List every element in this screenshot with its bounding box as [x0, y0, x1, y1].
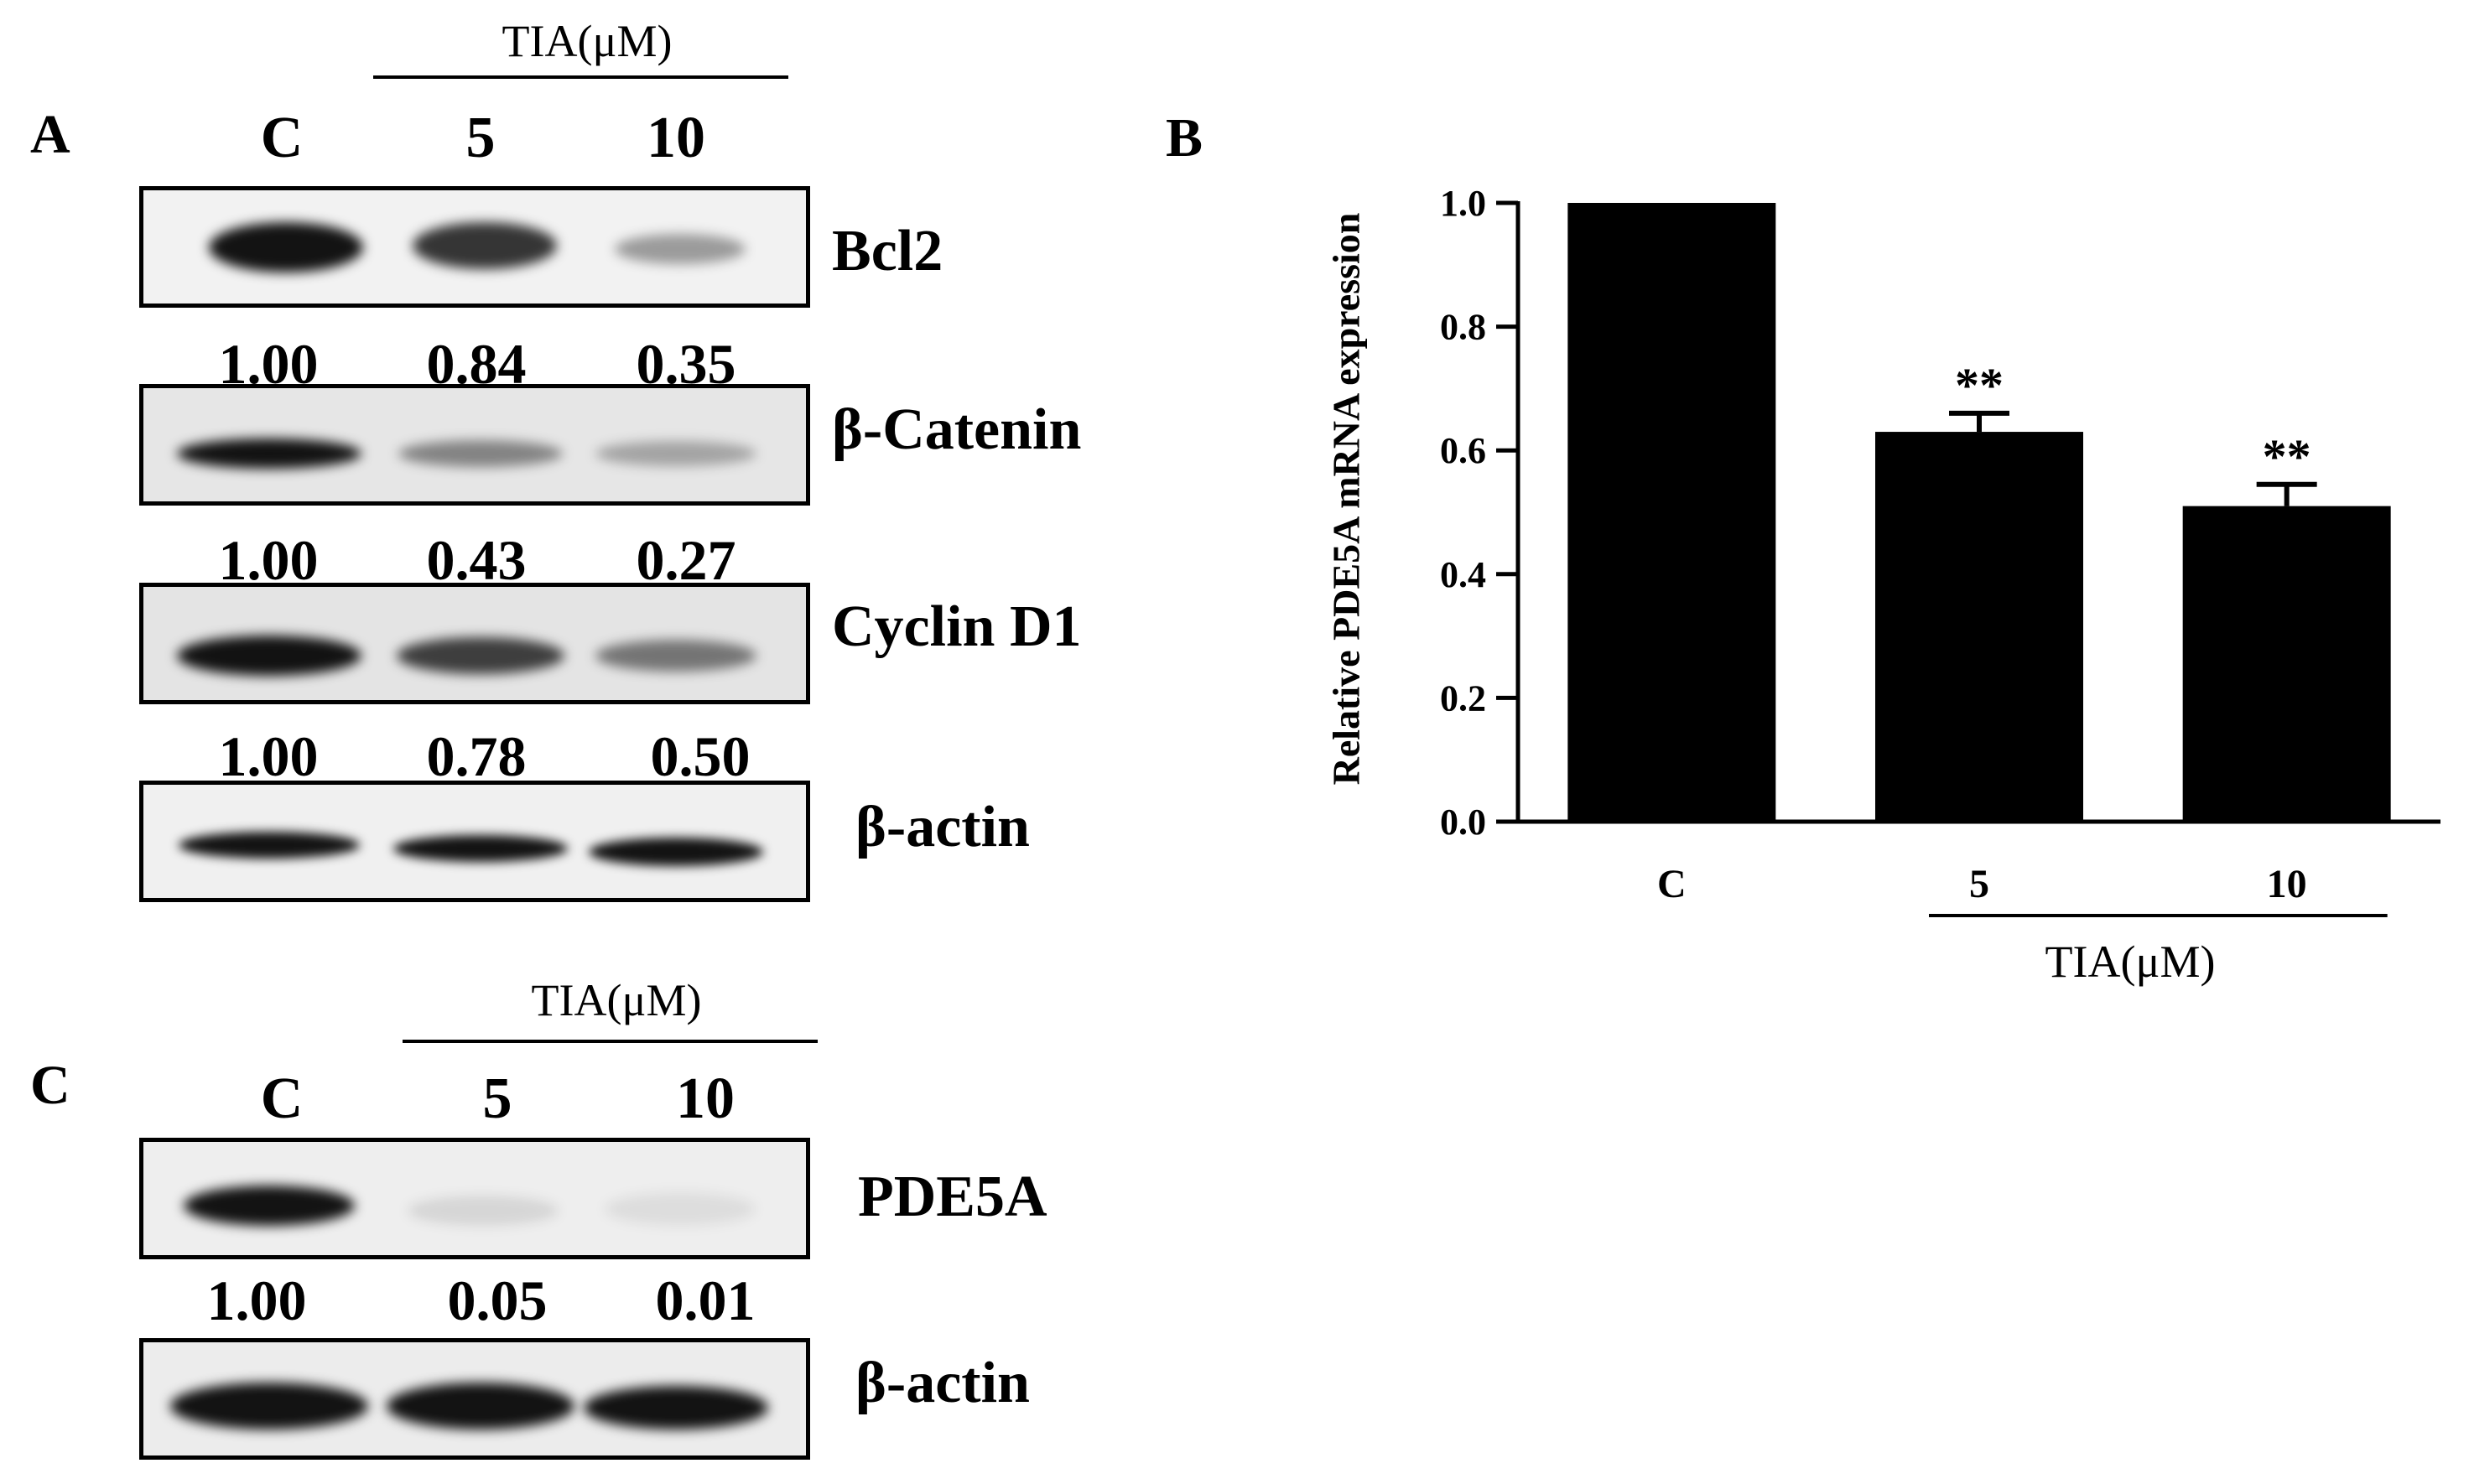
panel-c-treatment-line [403, 1040, 818, 1043]
chart-y-axis-title: Relative PDE5A mRNA expression [1324, 212, 1368, 786]
protein-label-bcl2: Bcl2 [832, 219, 943, 283]
quant-bcl2-5: 0.84 [426, 332, 527, 396]
blot-cyclin-d1 [139, 583, 810, 704]
x-tick-label: C [1657, 862, 1687, 906]
quant-cyclin-d1-control: 1.00 [218, 724, 319, 788]
bar-10 [2182, 506, 2391, 822]
band [584, 1386, 768, 1430]
blot-beta-actin-c [139, 1338, 810, 1460]
y-tick-label: 0.8 [1440, 307, 1486, 348]
y-tick-label: 1.0 [1440, 183, 1486, 224]
panel-c-letter: C [30, 1055, 70, 1116]
y-tick-label: 0.0 [1440, 802, 1486, 843]
panel-c-lane-control: C [260, 1066, 304, 1131]
blot-pde5a-bands [143, 1142, 806, 1255]
band [615, 234, 746, 264]
panel-a-treatment-label: TIA(μM) [502, 16, 673, 66]
band [179, 832, 360, 859]
blot-beta-catenin [139, 384, 810, 506]
quant-beta-catenin-5: 0.43 [426, 528, 527, 592]
quant-bcl2-control: 1.00 [218, 332, 319, 396]
protein-label-beta-catenin: β-Catenin [832, 397, 1082, 462]
blot-cyclin-d1-bands [143, 587, 806, 700]
significance-marker: ** [1955, 358, 2004, 413]
band [605, 1192, 756, 1226]
blot-pde5a [139, 1138, 810, 1259]
panel-b-letter: B [1166, 107, 1203, 169]
panel-a-treatment-line [373, 75, 788, 79]
significance-marker: ** [2263, 429, 2311, 484]
band [408, 1196, 559, 1226]
chart-x-axis-title: TIA(μM) [2045, 937, 2216, 987]
band [589, 838, 763, 866]
blot-beta-actin-c-bands [143, 1342, 806, 1455]
y-tick-label: 0.6 [1440, 430, 1486, 471]
quant-bcl2-10: 0.35 [636, 332, 736, 396]
x-tick-label: 10 [2267, 862, 2307, 906]
quant-cyclin-d1-10: 0.50 [650, 724, 751, 788]
quant-beta-catenin-10: 0.27 [636, 528, 736, 592]
blot-beta-actin-a-bands [143, 785, 806, 898]
panel-c-treatment-label: TIA(μM) [531, 975, 702, 1025]
protein-label-pde5a: PDE5A [858, 1165, 1047, 1229]
y-tick-label: 0.4 [1440, 554, 1486, 595]
band [177, 636, 361, 676]
panel-a-lane-5: 5 [465, 106, 496, 170]
band [177, 438, 361, 469]
quant-pde5a-10: 0.01 [655, 1269, 756, 1332]
band [387, 1383, 574, 1430]
band [209, 222, 363, 272]
band [413, 222, 557, 269]
band [595, 640, 756, 672]
panel-c-lane-10: 10 [676, 1066, 735, 1131]
panel-a-letter: A [30, 104, 70, 165]
quant-cyclin-d1-5: 0.78 [426, 724, 527, 788]
quant-pde5a-control: 1.00 [206, 1269, 307, 1332]
band [170, 1383, 368, 1430]
blot-bcl2-bands [143, 190, 806, 304]
x-tick-label: 5 [1969, 862, 1989, 906]
bar-C [1567, 203, 1776, 822]
band [393, 835, 568, 862]
band [184, 1186, 355, 1226]
band [595, 441, 756, 466]
protein-label-beta-actin-a: β-actin [855, 795, 1030, 859]
bar-5 [1875, 432, 2083, 822]
band [397, 637, 564, 674]
panel-a-lane-10: 10 [647, 106, 705, 170]
quant-beta-catenin-control: 1.00 [218, 528, 319, 592]
y-tick-label: 0.2 [1440, 677, 1486, 719]
protein-label-cyclin-d1: Cyclin D1 [832, 594, 1082, 659]
protein-label-beta-actin-c: β-actin [855, 1351, 1030, 1415]
band [398, 440, 563, 467]
blot-beta-catenin-bands [143, 388, 806, 501]
panel-c-lane-5: 5 [482, 1066, 512, 1131]
blot-bcl2 [139, 186, 810, 308]
bar-chart: 0.0 0.2 0.4 0.6 0.8 1.0 ** ** C 5 10 [1440, 183, 2440, 917]
blot-beta-actin-a [139, 781, 810, 902]
quant-pde5a-5: 0.05 [447, 1269, 548, 1332]
panel-a-lane-control: C [260, 106, 304, 170]
